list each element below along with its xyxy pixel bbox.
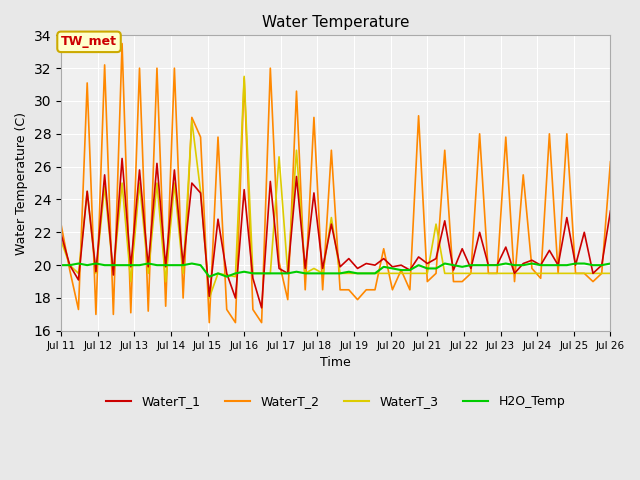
- WaterT_1: [258, 305, 266, 311]
- WaterT_2: [118, 41, 126, 47]
- WaterT_3: [127, 279, 134, 285]
- WaterT_2: [301, 287, 309, 293]
- Text: TW_met: TW_met: [61, 36, 117, 48]
- WaterT_3: [345, 271, 353, 276]
- Line: WaterT_2: WaterT_2: [61, 44, 611, 323]
- WaterT_3: [607, 271, 614, 276]
- WaterT_3: [424, 271, 431, 276]
- H2O_Temp: [424, 265, 431, 271]
- WaterT_3: [432, 221, 440, 227]
- WaterT_1: [607, 208, 614, 214]
- H2O_Temp: [301, 271, 309, 276]
- WaterT_1: [424, 261, 431, 266]
- Y-axis label: Water Temperature (C): Water Temperature (C): [15, 111, 28, 254]
- H2O_Temp: [432, 265, 440, 271]
- X-axis label: Time: Time: [321, 356, 351, 369]
- H2O_Temp: [75, 261, 83, 266]
- H2O_Temp: [136, 262, 143, 268]
- WaterT_3: [57, 238, 65, 243]
- H2O_Temp: [380, 264, 388, 270]
- WaterT_3: [205, 295, 213, 301]
- WaterT_2: [136, 65, 143, 71]
- Line: WaterT_3: WaterT_3: [61, 76, 611, 298]
- WaterT_3: [380, 271, 388, 276]
- WaterT_1: [136, 167, 143, 173]
- Legend: WaterT_1, WaterT_2, WaterT_3, H2O_Temp: WaterT_1, WaterT_2, WaterT_3, H2O_Temp: [101, 390, 570, 413]
- WaterT_1: [301, 265, 309, 271]
- H2O_Temp: [345, 269, 353, 275]
- WaterT_1: [380, 256, 388, 262]
- Title: Water Temperature: Water Temperature: [262, 15, 410, 30]
- Line: H2O_Temp: H2O_Temp: [61, 264, 611, 276]
- H2O_Temp: [205, 274, 213, 279]
- WaterT_2: [57, 221, 65, 227]
- WaterT_2: [424, 279, 431, 285]
- WaterT_2: [380, 246, 388, 252]
- WaterT_2: [345, 287, 353, 293]
- WaterT_1: [118, 156, 126, 161]
- WaterT_1: [432, 256, 440, 262]
- WaterT_3: [301, 271, 309, 276]
- WaterT_3: [241, 73, 248, 79]
- WaterT_1: [57, 231, 65, 237]
- WaterT_2: [205, 320, 213, 325]
- H2O_Temp: [607, 261, 614, 266]
- H2O_Temp: [57, 262, 65, 268]
- WaterT_2: [607, 159, 614, 165]
- WaterT_2: [432, 271, 440, 276]
- Line: WaterT_1: WaterT_1: [61, 158, 611, 308]
- WaterT_1: [345, 256, 353, 262]
